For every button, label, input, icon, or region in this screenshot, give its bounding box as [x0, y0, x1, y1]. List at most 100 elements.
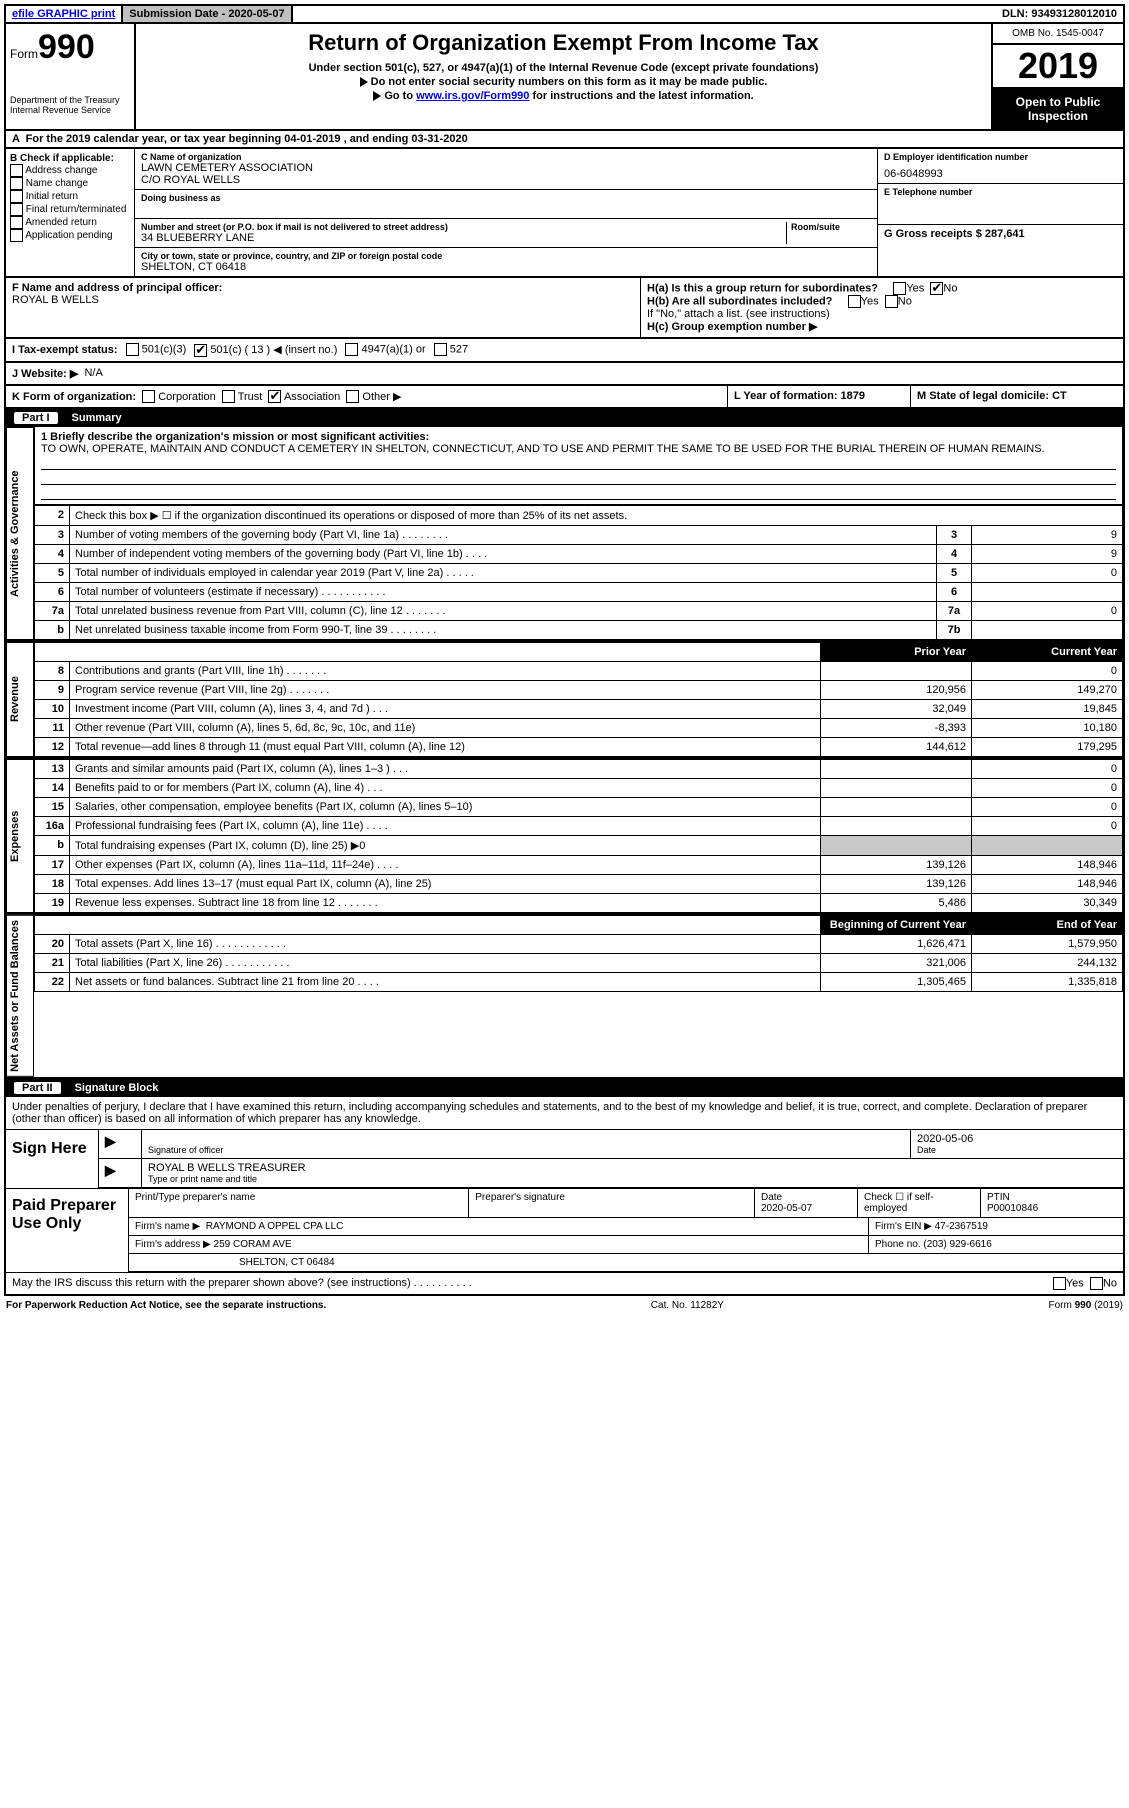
netassets-section: Net Assets or Fund Balances Beginning of… — [6, 915, 1123, 1079]
website-value: N/A — [84, 367, 102, 379]
box-b-option: Address change — [10, 164, 130, 177]
dba-label: Doing business as — [141, 193, 871, 203]
ptin-label: PTIN — [987, 1192, 1010, 1203]
revenue-side-label: Revenue — [6, 642, 34, 757]
line-2: Check this box ▶ ☐ if the organization d… — [70, 506, 1123, 526]
table-row: 9Program service revenue (Part VIII, lin… — [35, 681, 1123, 700]
identity-section: B Check if applicable: Address change Na… — [6, 149, 1123, 278]
mission-label: 1 Briefly describe the organization's mi… — [41, 431, 1116, 443]
part2-header: Part II Signature Block — [6, 1079, 1123, 1097]
part2-title: Signature Block — [75, 1082, 159, 1094]
preparer-label: Paid Preparer Use Only — [6, 1189, 129, 1272]
table-row: 15Salaries, other compensation, employee… — [35, 798, 1123, 817]
line-k-row: K Form of organization: Corporation Trus… — [6, 386, 1123, 410]
firm-name: RAYMOND A OPPEL CPA LLC — [206, 1221, 344, 1232]
box-b-option: Initial return — [10, 190, 130, 203]
firm-name-label: Firm's name ▶ — [135, 1221, 200, 1232]
table-row: 19Revenue less expenses. Subtract line 1… — [35, 894, 1123, 913]
gross-receipts: G Gross receipts $ 287,641 — [884, 228, 1117, 240]
firm-ein: 47-2367519 — [935, 1221, 988, 1232]
box-c: C Name of organization LAWN CEMETERY ASS… — [135, 149, 878, 276]
firm-addr2: SHELTON, CT 06484 — [129, 1254, 1123, 1271]
table-row: 12Total revenue—add lines 8 through 11 (… — [35, 738, 1123, 757]
begin-year-header: Beginning of Current Year — [821, 916, 972, 935]
table-row: 21Total liabilities (Part X, line 26) . … — [35, 954, 1123, 973]
table-row: 6Total number of volunteers (estimate if… — [35, 583, 1123, 602]
netassets-table: Beginning of Current YearEnd of Year 20T… — [34, 915, 1123, 992]
header-right: OMB No. 1545-0047 2019 Open to Public In… — [991, 24, 1123, 129]
table-row: bNet unrelated business taxable income f… — [35, 621, 1123, 640]
efile-link[interactable]: efile GRAPHIC print — [12, 8, 115, 20]
irs-link[interactable]: www.irs.gov/Form990 — [416, 90, 529, 102]
preparer-section: Paid Preparer Use Only Print/Type prepar… — [6, 1188, 1123, 1272]
footer-left: For Paperwork Reduction Act Notice, see … — [6, 1300, 326, 1311]
submission-date-button[interactable]: Submission Date - 2020-05-07 — [123, 6, 292, 22]
part1-header: Part I Summary — [6, 409, 1123, 427]
box-b-option: Name change — [10, 177, 130, 190]
efile-label: efile GRAPHIC print — [6, 6, 123, 22]
netassets-side-label: Net Assets or Fund Balances — [6, 915, 34, 1077]
dept-label: Department of the Treasury — [10, 95, 130, 105]
table-row: 3Number of voting members of the governi… — [35, 526, 1123, 545]
box-b-option: Final return/terminated — [10, 203, 130, 216]
ein-label: D Employer identification number — [884, 152, 1117, 162]
org-name: LAWN CEMETERY ASSOCIATION — [141, 162, 871, 174]
table-row: 22Net assets or fund balances. Subtract … — [35, 973, 1123, 992]
footer-right: Form 990 (2019) — [1049, 1300, 1123, 1311]
line-k: K Form of organization: Corporation Trus… — [6, 386, 728, 408]
mission-text: TO OWN, OPERATE, MAINTAIN AND CONDUCT A … — [41, 443, 1116, 455]
room-label: Room/suite — [791, 222, 871, 232]
box-b-option: Application pending — [10, 229, 130, 242]
firm-ein-label: Firm's EIN ▶ — [875, 1221, 932, 1232]
omb-number: OMB No. 1545-0047 — [993, 24, 1123, 45]
table-row: 11Other revenue (Part VIII, column (A), … — [35, 719, 1123, 738]
line-ha: H(a) Is this a group return for subordin… — [647, 282, 1117, 295]
firm-addr-label: Firm's address ▶ — [135, 1239, 211, 1250]
line-a: A For the 2019 calendar year, or tax yea… — [6, 131, 1123, 149]
current-year-header: Current Year — [972, 643, 1123, 662]
table-row: 4Number of independent voting members of… — [35, 545, 1123, 564]
officer-name: ROYAL B WELLS — [12, 294, 634, 306]
addr-label: Number and street (or P.O. box if mail i… — [141, 222, 782, 232]
table-row: 14Benefits paid to or for members (Part … — [35, 779, 1123, 798]
website-row: J Website: ▶ N/A — [6, 363, 1123, 386]
care-of: C/O ROYAL WELLS — [141, 174, 871, 186]
prep-date: 2020-05-07 — [761, 1203, 812, 1214]
box-b: B Check if applicable: Address change Na… — [6, 149, 135, 276]
governance-section: Activities & Governance 1 Briefly descri… — [6, 427, 1123, 642]
table-row: 8Contributions and grants (Part VIII, li… — [35, 662, 1123, 681]
discuss-row: May the IRS discuss this return with the… — [6, 1272, 1123, 1294]
part2-label: Part II — [14, 1082, 61, 1094]
inspection-badge: Open to Public Inspection — [993, 89, 1123, 129]
table-row: 18Total expenses. Add lines 13–17 (must … — [35, 875, 1123, 894]
box-d: D Employer identification number 06-6048… — [878, 149, 1123, 276]
top-toolbar: efile GRAPHIC print Submission Date - 20… — [4, 4, 1125, 24]
city-label: City or town, state or province, country… — [141, 251, 871, 261]
arrow-icon: ▶ — [99, 1130, 142, 1158]
sign-here-row: Sign Here ▶ Signature of officer 2020-05… — [6, 1129, 1123, 1188]
line-hc: H(c) Group exemption number ▶ — [647, 320, 1117, 333]
tax-status-row: I Tax-exempt status: 501(c)(3) 501(c) ( … — [6, 339, 1123, 363]
sig-declaration: Under penalties of perjury, I declare th… — [6, 1097, 1123, 1129]
sig-date-label: Date — [917, 1145, 1117, 1155]
line-hb: H(b) Are all subordinates included? Yes … — [647, 295, 1117, 308]
name-label: C Name of organization — [141, 152, 871, 162]
part1-label: Part I — [14, 412, 58, 424]
sig-officer-label: Signature of officer — [148, 1145, 904, 1155]
subtitle: Under section 501(c), 527, or 4947(a)(1)… — [144, 62, 983, 74]
firm-phone-label: Phone no. — [875, 1239, 921, 1250]
governance-table: 2Check this box ▶ ☐ if the organization … — [34, 505, 1123, 640]
end-year-header: End of Year — [972, 916, 1123, 935]
status-label: I Tax-exempt status: — [12, 344, 118, 356]
line-l: L Year of formation: 1879 — [728, 386, 911, 408]
website-label: J Website: ▶ — [12, 367, 78, 380]
prep-name-label: Print/Type preparer's name — [135, 1192, 255, 1203]
box-f-label: F Name and address of principal officer: — [12, 282, 634, 294]
prep-sig-label: Preparer's signature — [475, 1192, 565, 1203]
box-b-option: Amended return — [10, 216, 130, 229]
table-row: 5Total number of individuals employed in… — [35, 564, 1123, 583]
page-footer: For Paperwork Reduction Act Notice, see … — [4, 1296, 1125, 1315]
dln-label: DLN: 93493128012010 — [996, 6, 1123, 22]
street-address: 34 BLUEBERRY LANE — [141, 232, 782, 244]
form-title: Return of Organization Exempt From Incom… — [144, 30, 983, 56]
